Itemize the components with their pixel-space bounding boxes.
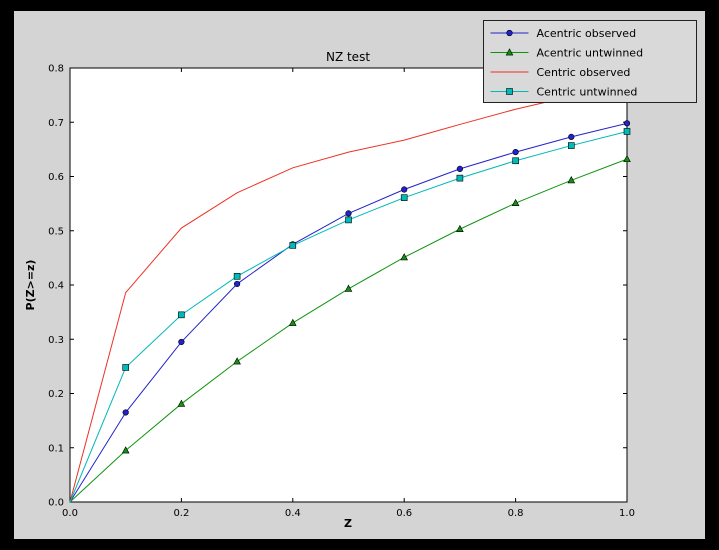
legend-label: Acentric observed (537, 27, 637, 40)
y-tick-label: 0.6 (48, 172, 64, 183)
data-point-marker (345, 210, 352, 217)
x-tick-label: 0.8 (508, 508, 524, 519)
data-point-marker (456, 224, 464, 233)
legend-box (483, 20, 697, 103)
y-tick-label: 0.1 (48, 443, 64, 454)
x-axis-label: Z (344, 517, 352, 530)
y-tick-label: 0.7 (48, 118, 64, 129)
x-tick-label: 0.2 (173, 508, 189, 519)
data-point-marker (122, 364, 129, 371)
data-point-marker (233, 273, 241, 280)
y-tick-label: 0.5 (48, 226, 64, 237)
data-point-marker (567, 176, 576, 184)
data-point-marker (177, 399, 186, 407)
legend-label: Centric observed (537, 66, 631, 79)
data-point-marker (567, 142, 575, 149)
data-point-marker (289, 318, 297, 326)
data-point-marker (344, 284, 353, 292)
data-point-marker (456, 174, 464, 182)
data-point-marker (233, 357, 241, 365)
data-point-marker (289, 242, 297, 249)
data-point-marker (505, 48, 514, 56)
data-point-marker (178, 338, 185, 346)
x-tick-label: 1.0 (619, 508, 635, 519)
data-point-marker (234, 280, 241, 288)
series-group (69, 83, 631, 503)
data-point-marker (400, 194, 408, 201)
data-point-marker (506, 88, 513, 95)
data-point-marker (568, 133, 575, 140)
data-point-marker (345, 216, 352, 224)
y-tick-label: 0.8 (48, 64, 64, 75)
y-tick-label: 0.3 (48, 335, 64, 346)
legend-label: Centric untwinned (537, 86, 638, 99)
data-point-marker (121, 446, 130, 454)
axis-ticks: 0.0 0.2 0.4 0.6 0.8 1.0 0.0 0.1 0.2 0.3 0.4 0.5 0.6 0… (48, 64, 635, 520)
x-tick-label: 0.0 (62, 508, 78, 519)
x-tick-label: 0.6 (396, 508, 412, 519)
x-tick-label: 0.4 (285, 508, 301, 519)
data-point-marker (506, 29, 513, 37)
data-point-marker (512, 148, 519, 156)
data-point-marker (400, 253, 408, 261)
y-tick-label: 0.0 (48, 498, 64, 509)
data-point-marker (512, 157, 519, 165)
data-point-marker (456, 165, 464, 173)
data-point-marker (623, 154, 631, 163)
y-tick-label: 0.2 (48, 389, 64, 400)
legend: Acentric observed Acentric untwinned Centr… (483, 20, 697, 103)
data-point-marker (122, 409, 129, 416)
data-point-marker (511, 198, 520, 206)
y-axis-label: P(Z>=z) (24, 260, 37, 311)
y-tick-label: 0.4 (48, 281, 64, 292)
legend-label: Acentric untwinned (537, 47, 644, 60)
data-point-marker (401, 186, 408, 193)
chart-title: NZ test (326, 50, 370, 64)
data-point-marker (623, 120, 631, 127)
data-point-marker (178, 311, 185, 319)
series-line-centric-observed (69, 83, 628, 503)
data-point-marker (623, 128, 631, 135)
